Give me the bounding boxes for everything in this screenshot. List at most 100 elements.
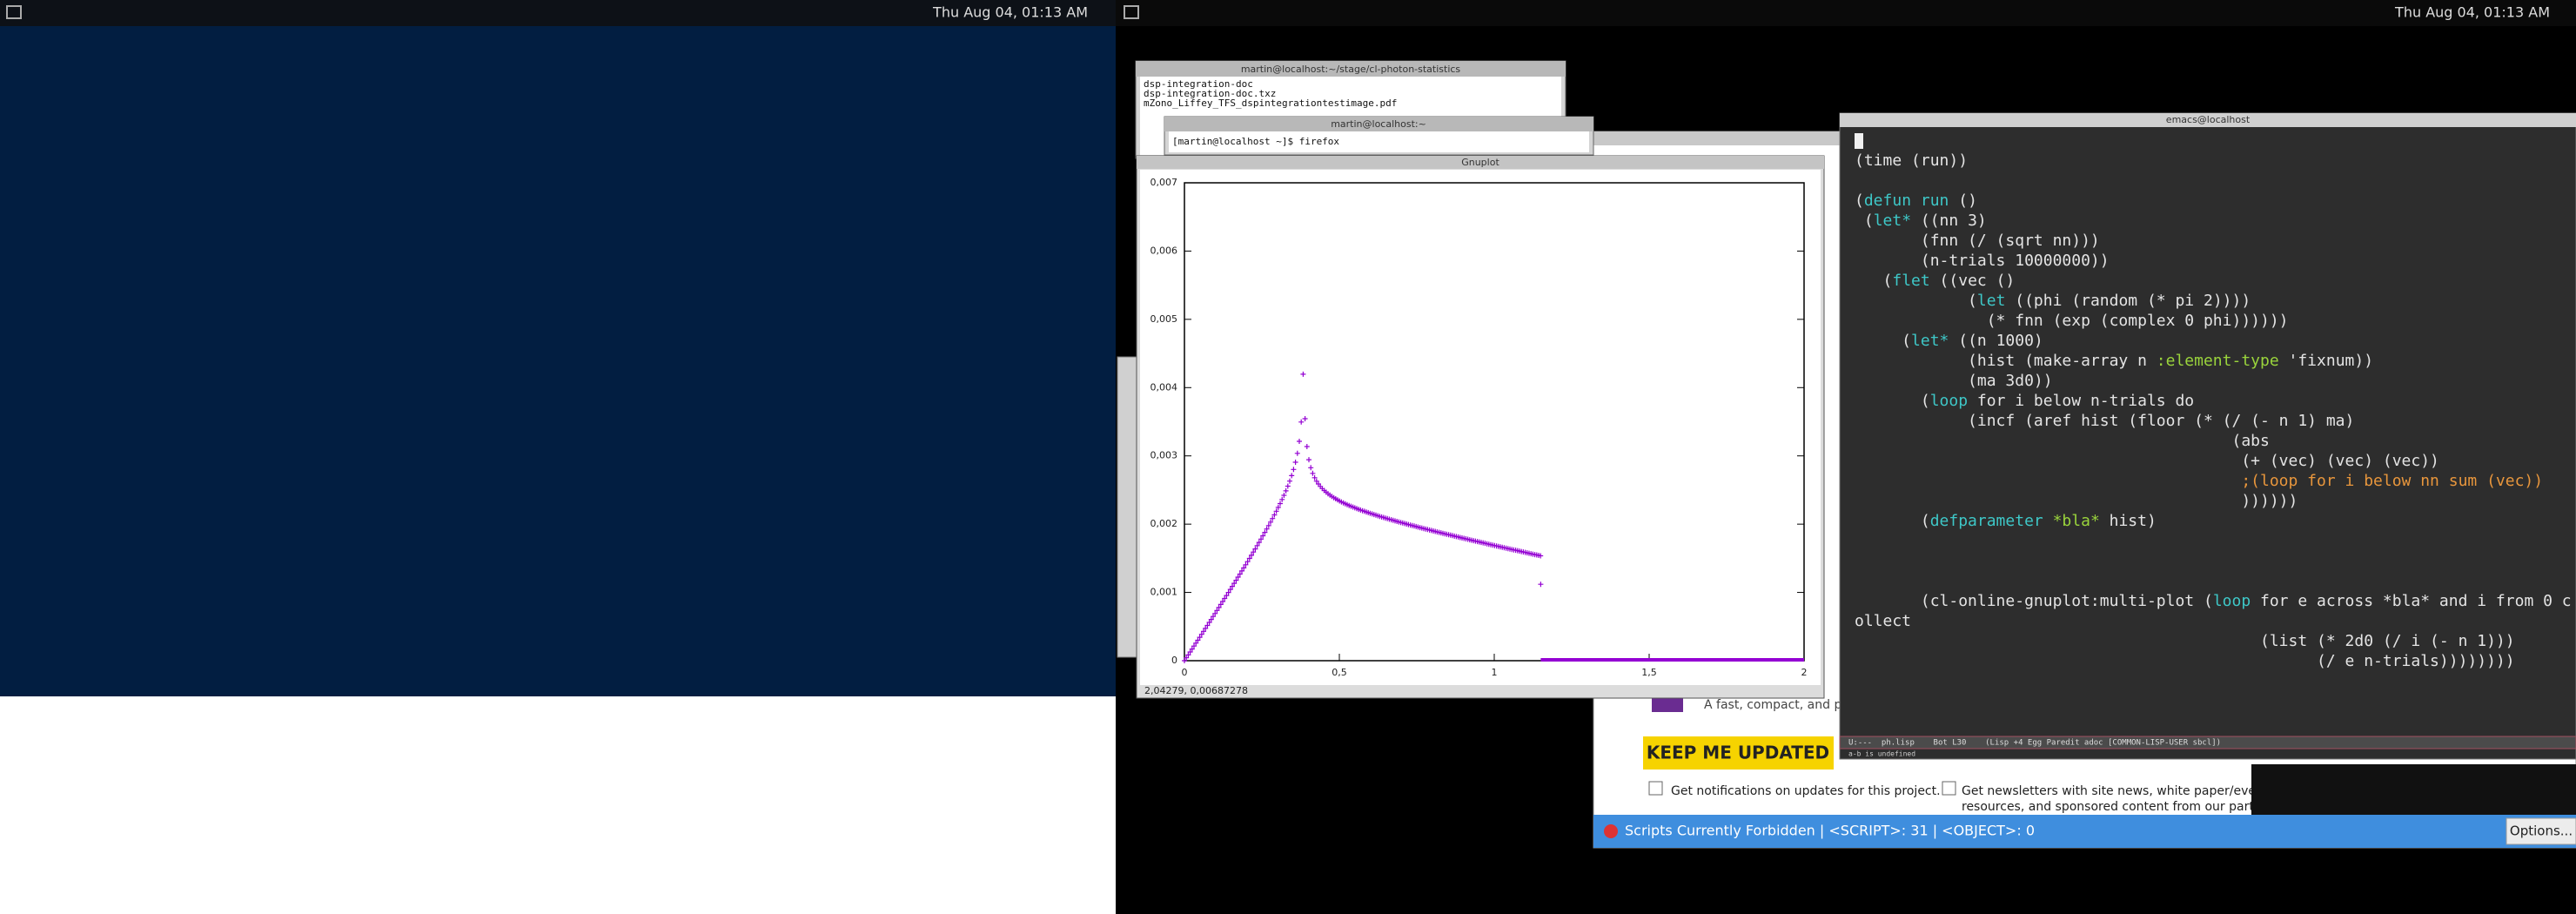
- code-token: (cl-online-gnuplot:multi-plot (: [1855, 592, 2213, 610]
- checkbox-label: resources, and sponsored content from ou…: [1962, 800, 2284, 814]
- y-tick-label: 0: [1171, 655, 1177, 666]
- side-window: [1117, 356, 1137, 658]
- code-token: :element-type: [2157, 352, 2279, 370]
- cursor: [1855, 133, 1863, 149]
- mode-line: [1839, 736, 2576, 749]
- options-button[interactable]: [2506, 817, 2576, 845]
- top-bar: [0, 0, 1116, 26]
- checkbox[interactable]: [1942, 781, 1956, 796]
- code-token: (n-trials 10000000)): [1855, 252, 2110, 270]
- code-token: for e across *bla* and i from 0 c: [2251, 592, 2571, 610]
- code-token: (+ (vec) (vec) (vec)): [1855, 452, 2439, 470]
- plot-points: [1182, 371, 1544, 663]
- code-token: (: [1855, 212, 1874, 230]
- top-bar: [1116, 0, 2576, 26]
- terminal-line: dsp-integration-doc.txz: [1144, 88, 1276, 99]
- code-line: (loop for i below n-trials do: [1855, 392, 2194, 410]
- button-label: KEEP ME UPDATED: [1647, 743, 1829, 763]
- emacs-frame: [1839, 112, 2576, 760]
- code-line: (ma 3d0)): [1855, 372, 2053, 390]
- clock: Thu Aug 04, 01:13 AM: [2394, 4, 2550, 21]
- code-token: for i below n-trials do: [1968, 392, 2194, 410]
- x-tick-label: 1,5: [1641, 667, 1657, 678]
- code-line: (+ (vec) (vec) (vec)): [1855, 452, 2439, 470]
- code-token: ((vec (): [1930, 272, 2016, 290]
- code-token: let: [1977, 292, 2006, 310]
- code-line: (incf (aref hist (floor (* (/ (- n 1) ma…: [1855, 412, 2354, 430]
- y-tick-label: 0,002: [1150, 518, 1178, 529]
- y-tick-label: 0,003: [1150, 450, 1178, 461]
- y-tick-label: 0,005: [1150, 313, 1178, 325]
- window-title: Gnuplot: [1461, 157, 1499, 168]
- menu-icon[interactable]: [6, 5, 22, 19]
- clock: Thu Aug 04, 01:13 AM: [932, 4, 1088, 21]
- code-line: (let* ((n 1000): [1855, 332, 2043, 350]
- code-line: )))))): [1855, 492, 2298, 510]
- code-token: )))))): [1855, 492, 2298, 510]
- code-line: (abs: [1855, 432, 2270, 450]
- code-token: let*: [1874, 212, 1911, 230]
- code-token: (/ e n-trials)))))))): [1855, 652, 2515, 670]
- code-line: (cl-online-gnuplot:multi-plot (loop for …: [1855, 592, 2572, 610]
- code-token: (abs: [1855, 432, 2270, 450]
- x-tick-label: 0: [1182, 667, 1188, 678]
- checkbox[interactable]: [1648, 781, 1663, 796]
- code-token: (: [1855, 512, 1930, 530]
- code-token: defun run: [1864, 192, 1949, 210]
- status-text: Scripts Currently Forbidden | <SCRIPT>: …: [1625, 823, 2035, 839]
- window-title: martin@localhost:~/stage/cl-photon-stati…: [1241, 64, 1461, 75]
- code-token: loop: [1930, 392, 1968, 410]
- checkbox-label: Get newsletters with site news, white pa…: [1962, 784, 2275, 798]
- code-line: (hist (make-array n :element-type 'fixnu…: [1855, 352, 2373, 370]
- window-title: emacs@localhost: [2166, 114, 2251, 125]
- empty-area: [0, 696, 1116, 914]
- wallpaper: [0, 26, 1116, 696]
- code-token: flet: [1892, 272, 1929, 290]
- x-tick-label: 0,5: [1332, 667, 1347, 678]
- terminal-content: [1169, 131, 1589, 152]
- code-line: (time (run)): [1855, 151, 1968, 170]
- title-bar: [1840, 113, 2576, 127]
- code-token: ((n 1000): [1949, 332, 2043, 350]
- y-tick-label: 0,007: [1150, 177, 1178, 188]
- code-line: (defparameter *bla* hist): [1855, 512, 2157, 530]
- window-title: martin@localhost:~: [1331, 118, 1426, 130]
- menu-icon[interactable]: [1124, 5, 1139, 19]
- noscript-icon[interactable]: [1604, 824, 1618, 838]
- code-token: (hist (make-array n: [1855, 352, 2157, 370]
- terminal-window: martin@localhost:~ [martin@localhost ~]$…: [1164, 116, 1594, 156]
- code-token: let*: [1911, 332, 1949, 350]
- code-token: (): [1949, 192, 1977, 210]
- code-token: hist): [2100, 512, 2157, 530]
- code-line: (let ((phi (random (* pi 2)))): [1855, 292, 2251, 310]
- title-bar: [1164, 117, 1593, 131]
- status-bar: [1593, 815, 2576, 848]
- code-token: (list (* 2d0 (/ i (- n 1))): [1855, 632, 2515, 650]
- coordinates: 2,04279, 0,00687278: [1144, 685, 1248, 696]
- plot-canvas: [1140, 170, 1821, 685]
- checkbox-label: Get notifications on updates for this pr…: [1671, 784, 1941, 798]
- mode-line-text: U:--- ph.lisp Bot L30 (Lisp +4 Egg Pared…: [1848, 739, 2221, 748]
- code-line: (flet ((vec (): [1855, 272, 2015, 290]
- terminal-line: dsp-integration-doc: [1144, 78, 1253, 90]
- code-token: (: [1855, 272, 1892, 290]
- terminal-line: mZono_Liffey_TFS_dspintegrationtestimage…: [1144, 97, 1397, 109]
- terminal-line: [martin@localhost ~]$ firefox: [1172, 136, 1339, 147]
- code-token: ((nn 3): [1911, 212, 1987, 230]
- keep-updated-button[interactable]: [1643, 736, 1834, 770]
- y-tick-label: 0,004: [1150, 381, 1178, 393]
- code-line: (/ e n-trials)))))))): [1855, 652, 2515, 670]
- code-line: (defun run (): [1855, 192, 1977, 210]
- code-token: (incf (aref hist (floor (* (/ (- n 1) ma…: [1855, 412, 2354, 430]
- echo-area: a-b is undefined: [1848, 750, 1915, 758]
- code-token: [2043, 512, 2053, 530]
- code-line: (let* ((nn 3): [1855, 212, 1987, 230]
- gnuplot-window: Gnuplot 2,04279, 0,00687278 0 0,001 0,002 0…: [1136, 155, 1825, 699]
- code-token: *bla*: [2053, 512, 2100, 530]
- code-token: (ma 3d0)): [1855, 372, 2053, 390]
- title-bar: [1136, 61, 1566, 77]
- code-token: 'fixnum)): [2279, 352, 2373, 370]
- title-bar: [1137, 156, 1824, 169]
